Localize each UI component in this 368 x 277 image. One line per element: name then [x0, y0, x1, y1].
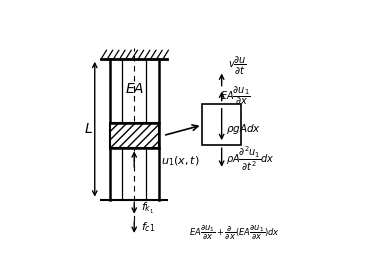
Text: $f_{c1}$: $f_{c1}$: [141, 220, 155, 234]
Text: $\rho A\dfrac{\partial^2 u_1}{\partial t^2}dx$: $\rho A\dfrac{\partial^2 u_1}{\partial t…: [226, 145, 275, 173]
Bar: [110, 123, 159, 148]
Text: $EA\dfrac{\partial u_1}{\partial x}+\dfrac{\partial}{\partial x}(EA\dfrac{\parti: $EA\dfrac{\partial u_1}{\partial x}+\dfr…: [189, 224, 279, 242]
Text: $\rho gAdx$: $\rho gAdx$: [226, 122, 261, 136]
Text: $f_{k_1}$: $f_{k_1}$: [141, 201, 154, 216]
Text: $L$: $L$: [84, 122, 93, 136]
Text: $u_1(x,t)$: $u_1(x,t)$: [161, 154, 199, 168]
Text: $EA\dfrac{\partial u_1}{\partial x}$: $EA\dfrac{\partial u_1}{\partial x}$: [220, 84, 250, 107]
Text: $EA$: $EA$: [124, 82, 144, 96]
Bar: [202, 104, 241, 145]
Text: $v\dfrac{\partial u}{\partial t}$: $v\dfrac{\partial u}{\partial t}$: [228, 55, 247, 77]
